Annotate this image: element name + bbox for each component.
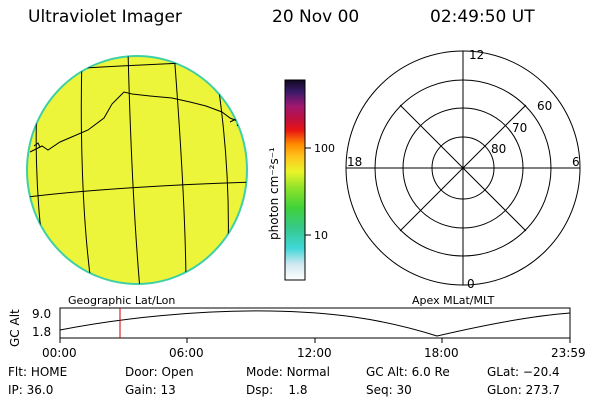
mlt-label-18: 18 bbox=[347, 155, 362, 169]
colorbar-tick-label: 10 bbox=[314, 229, 328, 242]
colorbar-gradient bbox=[284, 79, 306, 281]
timeline-xtick-0000: 00:00 bbox=[42, 346, 77, 360]
date-label: 20 Nov 00 bbox=[272, 7, 360, 27]
timeline-xtick-1200: 12:00 bbox=[297, 346, 332, 360]
status-flt: Flt: HOME bbox=[8, 365, 68, 379]
right-panel-label: Apex MLat/MLT bbox=[412, 294, 495, 307]
polar-plot bbox=[345, 50, 581, 286]
latitude-line bbox=[27, 181, 247, 199]
status-dsp: Dsp: 1.8 bbox=[246, 383, 308, 397]
earth-disk-image bbox=[26, 55, 248, 285]
coastline bbox=[29, 91, 245, 153]
instrument-title: Ultraviolet Imager bbox=[28, 7, 182, 27]
status-ip: IP: 36.0 bbox=[8, 383, 54, 397]
longitude-line bbox=[127, 56, 141, 284]
timeline-xtick-0600: 06:00 bbox=[169, 346, 204, 360]
mlt-diagonal bbox=[399, 104, 527, 232]
longitude-line bbox=[173, 56, 187, 284]
status-seq: Seq: 30 bbox=[366, 383, 412, 397]
timeline-xtick-2359: 23:59 bbox=[551, 346, 586, 360]
timeline-ymax: 9.0 bbox=[32, 307, 52, 321]
left-panel-label: Geographic Lat/Lon bbox=[68, 294, 176, 307]
status-gain: Gain: 13 bbox=[125, 383, 176, 397]
mlt-label-12: 12 bbox=[469, 48, 484, 62]
timeline-xtick-1800: 18:00 bbox=[424, 346, 459, 360]
timeline-ymin: 1.8 bbox=[32, 325, 52, 339]
uvi-disk bbox=[26, 55, 248, 285]
longitude-line bbox=[80, 56, 93, 284]
colorbar: 100 10 photon cm⁻²s⁻¹ bbox=[267, 79, 335, 281]
status-gc-alt: GC Alt: 6.0 Re bbox=[366, 365, 450, 379]
polar-labels: 12 18 6 0 60 70 80 bbox=[347, 48, 580, 291]
mlt-label-0: 0 bbox=[467, 277, 475, 291]
colorbar-tick-label: 100 bbox=[314, 142, 335, 155]
colorbar-unit-label: photon cm⁻²s⁻¹ bbox=[267, 147, 281, 240]
mlat-label-60: 60 bbox=[537, 99, 552, 113]
mlat-label-70: 70 bbox=[512, 121, 527, 135]
mlt-label-6: 6 bbox=[572, 155, 580, 169]
status-glat: GLat: −20.4 bbox=[487, 365, 560, 379]
mlat-label-80: 80 bbox=[491, 142, 506, 156]
timeline-ylabel: GC Alt bbox=[8, 309, 22, 347]
status-glon: GLon: 273.7 bbox=[487, 383, 560, 397]
status-door: Door: Open bbox=[125, 365, 194, 379]
status-mode: Mode: Normal bbox=[246, 365, 330, 379]
time-label: 02:49:50 UT bbox=[430, 7, 535, 27]
altitude-curve bbox=[59, 310, 571, 337]
